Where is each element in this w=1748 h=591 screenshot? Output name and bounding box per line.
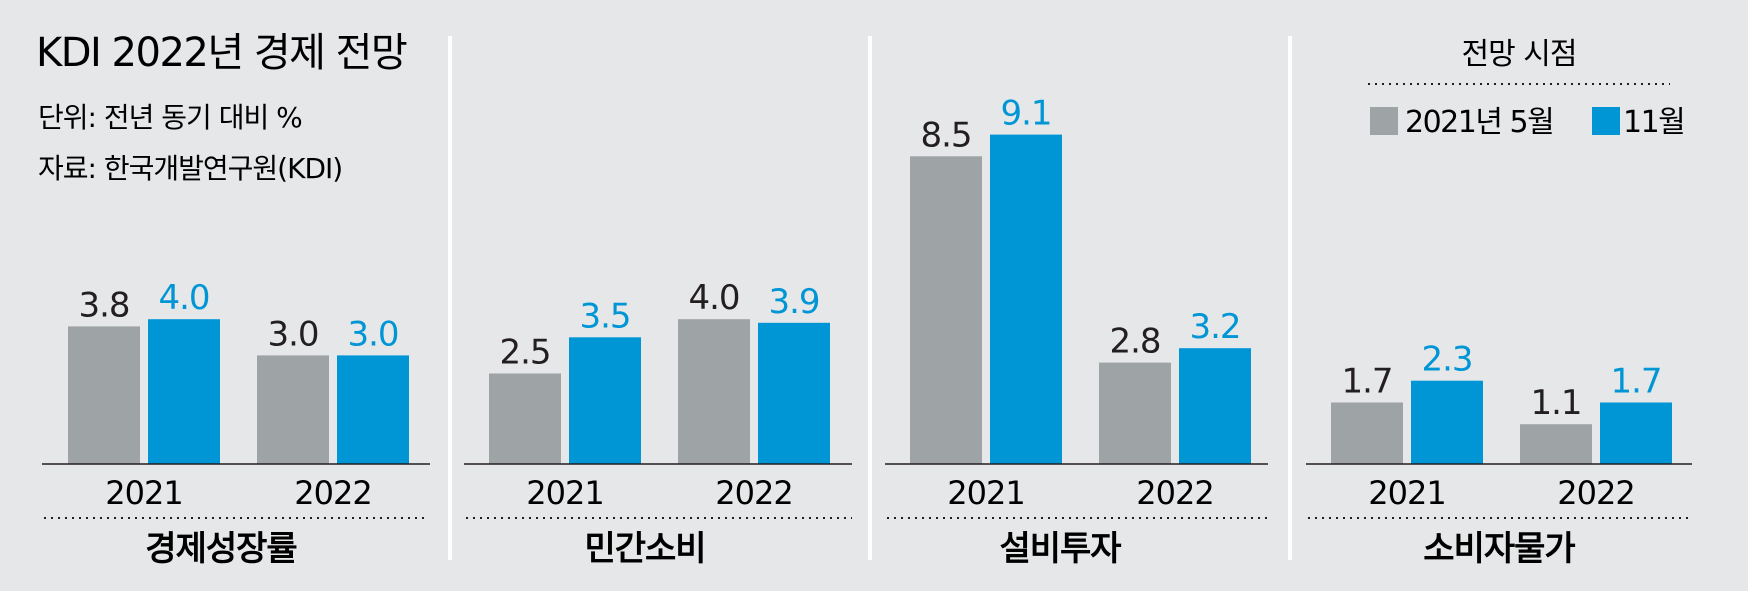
chart-title: KDI 2022년 경제 전망 <box>36 30 407 76</box>
bar-2021-series-0 <box>1331 402 1403 464</box>
legend-label-forecast-may: 2021년 5월 <box>1405 105 1553 140</box>
bar-2022-series-1 <box>337 355 409 464</box>
value-label: 3.9 <box>768 282 819 322</box>
category-label: 2021 <box>1368 474 1445 512</box>
legend: 전망 시점 2021년 5월 11월 <box>1368 37 1686 140</box>
bar-2021-series-0 <box>68 326 140 464</box>
bar-2021-series-1 <box>1411 380 1483 464</box>
category-label: 2022 <box>1557 474 1634 512</box>
chart-panel: 3.8 4.0 2021 3.0 3.0 2022 경제성장률 <box>42 278 430 569</box>
value-label: 3.8 <box>78 285 129 325</box>
category-label: 2021 <box>105 474 182 512</box>
bar-2022-series-1 <box>1600 402 1672 464</box>
chart-panel: 8.5 9.1 2021 2.8 3.2 2022 설비투자 <box>885 94 1268 569</box>
chart-panel: 2.5 3.5 2021 4.0 3.9 2022 민간소비 <box>464 278 852 569</box>
bar-2021-series-0 <box>910 156 982 465</box>
value-label: 2.3 <box>1421 340 1472 380</box>
value-label: 3.5 <box>579 296 630 336</box>
panel-title: 설비투자 <box>999 529 1121 569</box>
bar-2022-series-0 <box>678 319 750 464</box>
value-label: 4.0 <box>688 278 739 318</box>
category-label: 2022 <box>1136 474 1213 512</box>
category-label: 2022 <box>715 474 792 512</box>
legend-label-forecast-nov: 11월 <box>1623 105 1684 140</box>
unit-note: 단위: 전년 동기 대비 % <box>38 101 302 134</box>
value-label: 3.0 <box>267 314 318 354</box>
value-label: 1.7 <box>1341 362 1392 402</box>
value-label: 2.5 <box>499 333 550 373</box>
value-label: 8.5 <box>920 115 971 155</box>
legend-swatch-forecast-may <box>1370 107 1398 135</box>
bar-2022-series-1 <box>1179 348 1251 464</box>
bar-2021-series-0 <box>489 373 561 464</box>
legend-title: 전망 시점 <box>1462 37 1577 72</box>
bar-2021-series-1 <box>990 134 1062 464</box>
bar-2021-series-1 <box>569 337 641 464</box>
bar-2022-series-1 <box>758 322 830 464</box>
chart-panel: 1.7 2.3 2021 1.1 1.7 2022 소비자물가 <box>1306 340 1692 569</box>
value-label: 3.2 <box>1189 307 1240 347</box>
value-label: 1.1 <box>1530 383 1581 423</box>
source-note: 자료: 한국개발연구원(KDI) <box>38 152 342 185</box>
value-label: 9.1 <box>1000 94 1051 134</box>
bar-2022-series-0 <box>257 355 329 464</box>
category-label: 2021 <box>947 474 1024 512</box>
value-label: 2.8 <box>1109 322 1160 362</box>
legend-swatch-forecast-nov <box>1592 107 1620 135</box>
category-label: 2022 <box>294 474 371 512</box>
panel-title: 민간소비 <box>584 529 705 569</box>
bar-2022-series-0 <box>1520 424 1592 464</box>
category-label: 2021 <box>526 474 603 512</box>
value-label: 3.0 <box>347 314 398 354</box>
panel-title: 소비자물가 <box>1423 529 1575 569</box>
bar-2021-series-1 <box>148 319 220 464</box>
value-label: 4.0 <box>158 278 209 318</box>
bar-2022-series-0 <box>1099 362 1171 464</box>
panel-title: 경제성장률 <box>145 529 297 569</box>
value-label: 1.7 <box>1610 362 1661 402</box>
